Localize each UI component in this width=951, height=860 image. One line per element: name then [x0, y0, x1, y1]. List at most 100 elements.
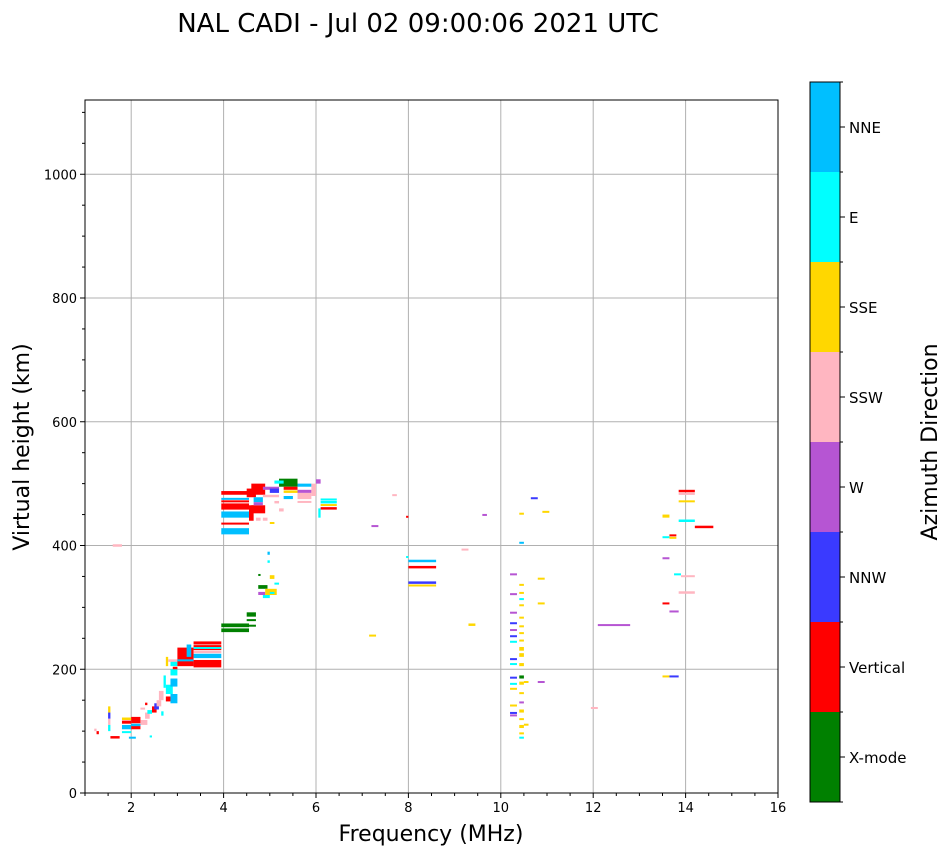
y-tick-label: 800	[52, 292, 77, 307]
echo-mark-sse	[165, 656, 169, 667]
echo-mark-e	[269, 591, 275, 594]
echo-mark-nnw	[510, 658, 517, 661]
colorbar-label: Azimuth Direction	[918, 343, 943, 540]
echo-mark-sse	[662, 514, 670, 518]
echo-mark-sse	[662, 675, 670, 678]
colorbar-tick-label: NNW	[849, 569, 886, 587]
echo-mark-e	[267, 560, 270, 563]
x-tick-label: 2	[127, 801, 135, 816]
echo-mark-nne	[297, 483, 312, 487]
echo-mark-sse	[519, 718, 524, 721]
echo-mark-w	[297, 489, 312, 493]
echo-mark-e	[274, 480, 284, 484]
echo-mark-sse	[519, 583, 524, 586]
y-tick-label: 600	[52, 416, 77, 431]
echo-mark-w	[262, 486, 280, 490]
echo-mark-sse	[523, 723, 529, 726]
echo-mark-e	[262, 595, 270, 599]
echo-mark-ssw	[590, 706, 598, 709]
echo-mark-nne	[221, 511, 250, 518]
echo-mark-nnw	[510, 711, 517, 714]
echo-mark-vertical	[110, 736, 120, 739]
colorbar: X-mode Vertical NNW W SSW SSE E NNE	[809, 81, 906, 803]
echo-mark-sse	[537, 602, 545, 605]
echo-mark-e	[170, 669, 178, 676]
echo-mark-nne	[186, 644, 192, 657]
echo-mark-e	[108, 724, 111, 732]
echo-mark-w	[510, 593, 517, 596]
echo-mark-sse	[537, 577, 545, 580]
echo-mark-sse	[369, 634, 377, 637]
echo-mark-w	[258, 591, 266, 595]
echo-mark-ssw	[193, 650, 222, 654]
echo-mark-ssw	[279, 508, 284, 512]
echo-mark-e	[149, 735, 152, 738]
echo-mark-ssw	[274, 500, 280, 504]
echo-mark-sse	[283, 490, 298, 493]
echo-mark-sse	[678, 500, 695, 503]
echo-mark-nne	[170, 694, 178, 704]
echo-mark-ssw	[255, 517, 261, 521]
echo-mark-e	[519, 736, 524, 739]
echo-mark-ssw	[311, 483, 316, 496]
echo-mark-x-mode	[246, 619, 256, 622]
x-tick-label: 4	[219, 801, 227, 816]
echo-mark-e	[510, 640, 517, 643]
echo-mark-vertical	[221, 522, 250, 525]
echo-mark-w	[371, 525, 379, 528]
colorbar-tick-label: SSE	[849, 299, 878, 317]
colorbar-swatch-nnw	[810, 532, 840, 622]
echo-mark-x-mode	[246, 624, 256, 627]
echo-mark-sse	[669, 536, 677, 539]
echo-mark-w	[510, 611, 517, 614]
echo-mark-sse	[108, 706, 111, 713]
echo-mark-sse	[542, 510, 550, 513]
echo-mark-ssw	[678, 591, 695, 594]
x-tick-label: 16	[770, 801, 787, 816]
echo-mark-ssw	[145, 712, 150, 719]
colorbar-tick-label: E	[849, 209, 858, 227]
echo-mark-e	[147, 710, 152, 714]
echo-mark-ssw	[297, 492, 312, 500]
echo-mark-vertical	[283, 486, 298, 490]
echo-mark-sse	[320, 504, 337, 507]
echo-mark-x-mode	[221, 623, 250, 628]
colorbar-swatch-vertical	[810, 622, 840, 712]
echo-mark-sse	[468, 623, 476, 626]
echo-mark-nne	[221, 497, 250, 500]
x-tick-label: 12	[585, 801, 602, 816]
echo-mark-ssw	[678, 492, 695, 495]
echo-mark-nne	[177, 659, 194, 662]
echo-mark-sse	[519, 625, 524, 628]
echo-mark-vertical	[408, 565, 437, 569]
echo-mark-sse	[519, 604, 524, 607]
echo-mark-e	[165, 684, 173, 694]
x-axis-label: Frequency (MHz)	[339, 822, 524, 847]
colorbar-tick-label: NNE	[849, 119, 881, 137]
y-tick-label: 1000	[44, 168, 77, 183]
echo-mark-nne	[408, 559, 437, 563]
colorbar-swatch-sse	[810, 262, 840, 352]
y-axis-label: Virtual height (km)	[10, 343, 35, 550]
echo-mark-nne	[121, 724, 132, 730]
echo-mark-e	[519, 598, 524, 601]
echo-mark-sse	[519, 639, 524, 642]
colorbar-swatch-w	[810, 442, 840, 532]
echo-mark-vertical	[221, 491, 250, 495]
echo-mark-vertical	[669, 534, 677, 537]
colorbar-tick-label: SSW	[849, 389, 883, 407]
echo-mark-e	[163, 675, 166, 688]
echo-mark-sse	[519, 591, 524, 594]
echo-mark-e	[510, 682, 517, 685]
echo-mark-e	[510, 663, 517, 666]
echo-mark-nnw	[669, 675, 679, 678]
echo-mark-x-mode	[258, 585, 268, 589]
echo-mark-e	[320, 498, 337, 501]
echo-mark-ssw	[140, 719, 148, 725]
echo-mark-e	[193, 646, 222, 649]
echo-mark-ssw	[108, 718, 111, 725]
echo-mark-e	[320, 500, 337, 504]
data-marks	[94, 478, 714, 739]
echo-mark-vertical	[406, 515, 409, 518]
echo-mark-nnw	[510, 622, 517, 625]
